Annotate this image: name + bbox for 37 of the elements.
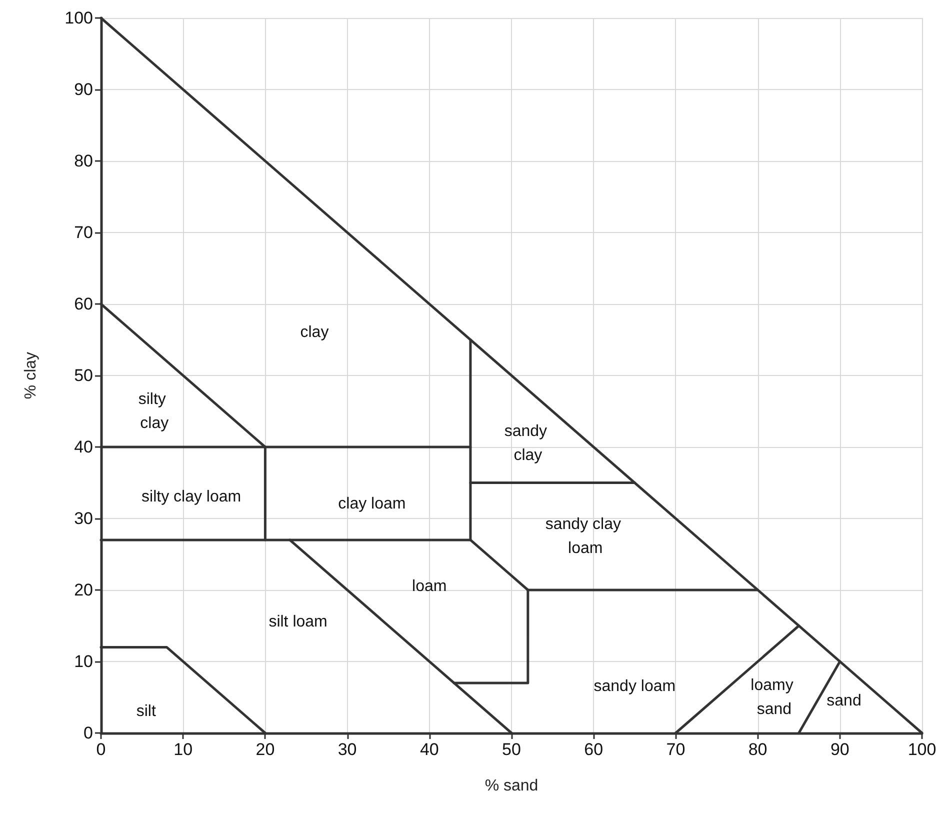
annotation: loamy sand: [750, 676, 798, 718]
y-axis-title: % clay: [22, 352, 40, 400]
y-tick-label: 70: [74, 223, 93, 242]
y-tick-label: 20: [74, 580, 93, 600]
annotation: loam: [568, 540, 603, 557]
y-tick-label: 60: [74, 294, 93, 314]
y-tick-label: 80: [74, 152, 93, 170]
x-tick-label: 10: [174, 740, 193, 759]
x-tick-label: 50: [502, 740, 521, 759]
x-tick-label: 30: [338, 740, 357, 759]
annotation: silty clay: [138, 390, 170, 432]
y-tick-label: 100: [64, 8, 93, 28]
x-tick-label: 100: [908, 740, 936, 759]
y-tick-label: 10: [74, 652, 93, 671]
x-tick-label: 70: [666, 740, 686, 759]
x-tick-label: 0: [96, 740, 106, 759]
text: loam: [412, 578, 447, 595]
x-tick-label: 80: [748, 740, 768, 759]
y-tick-label: 30: [74, 509, 93, 528]
annotation: sand: [826, 692, 862, 710]
annotation: clay loam: [338, 496, 406, 513]
y-tick-label: 40: [74, 438, 93, 456]
annotation: silt: [136, 703, 156, 720]
annotation: sandy clay: [545, 516, 626, 533]
x-tick-label: 40: [420, 740, 439, 759]
y-tick-label: 0: [84, 724, 93, 742]
x-tick-label: 60: [584, 740, 604, 759]
x-axis-title: % sand: [484, 778, 538, 794]
text: sandy clay: [504, 422, 548, 464]
x-tick-label: 90: [830, 740, 850, 759]
annotation: silty clay loam: [142, 488, 242, 506]
annotation: sandy loam: [594, 678, 676, 696]
x-tick-label: 20: [256, 740, 275, 759]
y-tick-label: 50: [74, 366, 93, 385]
annotation: clay: [300, 324, 329, 342]
annotation: silt loam: [268, 614, 328, 631]
y-tick-label: 90: [74, 80, 93, 99]
